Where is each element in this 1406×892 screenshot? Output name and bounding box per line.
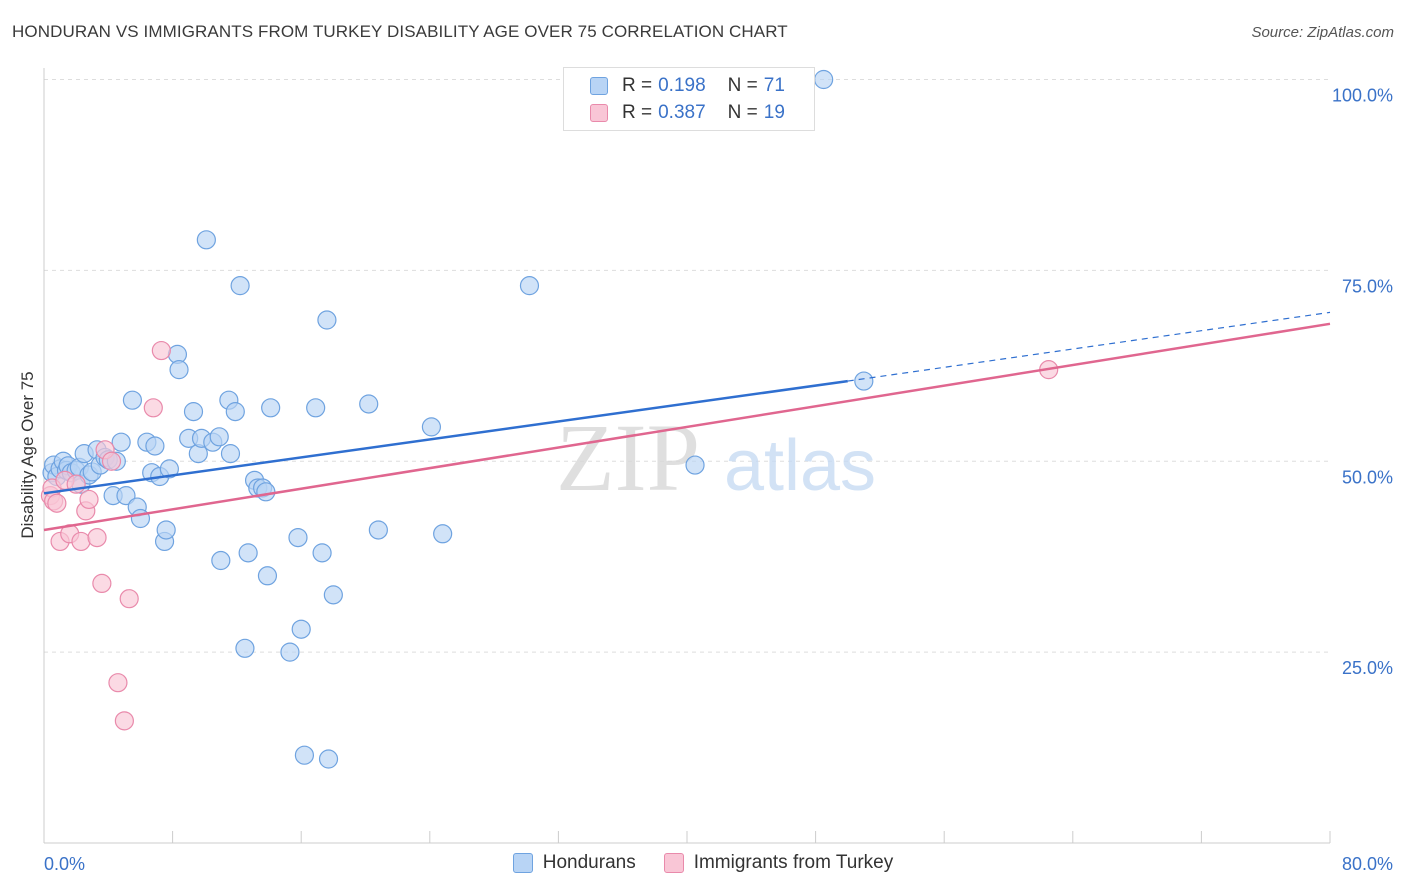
series-legend: Hondurans Immigrants from Turkey <box>0 852 1406 874</box>
point-hondurans-22 <box>122 390 143 410</box>
point-hondurans-56 <box>291 619 311 639</box>
trend-line-turkey <box>43 322 1331 532</box>
point-turkey-3 <box>47 493 67 513</box>
point-hondurans-51 <box>256 482 276 502</box>
legend-row-turkey: R = 0.387 N = 19 <box>590 101 785 125</box>
point-turkey-15 <box>108 673 128 693</box>
point-turkey-17 <box>119 589 139 609</box>
point-hondurans-60 <box>317 310 337 330</box>
point-hondurans-21 <box>116 486 136 506</box>
point-hondurans-57 <box>294 745 315 765</box>
point-hondurans-27 <box>145 436 165 456</box>
legend-r-value-hondurans: 0.198 <box>658 75 706 96</box>
legend-swatch-hondurans <box>512 853 533 873</box>
point-turkey-18 <box>143 398 163 418</box>
trend-line-hondurans-extension <box>847 311 1331 382</box>
point-hondurans-69 <box>814 69 834 90</box>
point-hondurans-65 <box>421 417 442 437</box>
point-hondurans-54 <box>280 642 300 662</box>
legend-item-turkey[interactable]: Immigrants from Turkey <box>663 852 894 874</box>
point-turkey-16 <box>114 711 134 731</box>
legend-r-value-turkey: 0.387 <box>658 102 706 123</box>
legend-n-value-turkey: 19 <box>763 102 785 123</box>
legend-label-turkey: Immigrants from Turkey <box>693 852 894 873</box>
legend-swatch-hondurans <box>590 77 608 95</box>
y-tick-label-100: 100.0% <box>1332 86 1393 106</box>
point-hondurans-66 <box>433 524 453 544</box>
point-turkey-12 <box>92 573 112 594</box>
point-turkey-11 <box>87 527 107 548</box>
point-hondurans-30 <box>156 520 176 540</box>
point-hondurans-41 <box>211 550 231 571</box>
legend-item-hondurans[interactable]: Hondurans <box>512 852 636 874</box>
y-tick-label-25: 25.0% <box>1342 658 1393 678</box>
point-hondurans-68 <box>685 455 705 475</box>
point-hondurans-24 <box>130 508 151 529</box>
watermark-zip: ZIP <box>556 404 700 511</box>
legend-row-hondurans: R = 0.198 N = 71 <box>590 74 785 98</box>
point-hondurans-53 <box>261 398 281 418</box>
x-tick-label-max: 80.0% <box>1342 854 1393 874</box>
y-axis-label: Disability Age Over 75 <box>18 371 37 538</box>
point-hondurans-46 <box>235 638 255 658</box>
source-label: Source: ZipAtlas.com <box>1251 24 1394 41</box>
point-hondurans-38 <box>196 230 216 250</box>
legend-swatch-turkey <box>663 853 684 873</box>
legend-r-label: R = <box>622 75 653 96</box>
point-hondurans-35 <box>183 402 204 422</box>
y-tick-label-75: 75.0% <box>1342 276 1393 296</box>
point-hondurans-59 <box>312 543 332 563</box>
watermark-atlas: atlas <box>724 426 876 506</box>
point-hondurans-47 <box>238 543 258 563</box>
point-hondurans-44 <box>225 402 245 422</box>
y-tick-label-50: 50.0% <box>1342 467 1393 487</box>
point-turkey-14 <box>101 451 122 471</box>
point-turkey-10 <box>79 489 99 510</box>
x-tick-label-min: 0.0% <box>44 854 85 874</box>
legend-n-label: N = <box>727 102 758 123</box>
point-hondurans-52 <box>257 566 278 586</box>
point-hondurans-58 <box>306 398 326 418</box>
trend-line-hondurans <box>43 379 848 495</box>
legend-r-label: R = <box>622 102 653 123</box>
chart-title: HONDURAN VS IMMIGRANTS FROM TURKEY DISAB… <box>12 22 788 41</box>
legend-swatch-turkey <box>590 104 608 122</box>
point-turkey-19 <box>151 340 171 361</box>
point-hondurans-64 <box>368 520 388 540</box>
point-hondurans-40 <box>209 427 229 447</box>
point-hondurans-45 <box>230 276 250 296</box>
point-hondurans-63 <box>359 394 379 414</box>
point-turkey-8 <box>71 531 91 552</box>
point-hondurans-55 <box>288 527 308 548</box>
point-hondurans-20 <box>111 432 131 452</box>
point-hondurans-67 <box>519 276 540 296</box>
point-hondurans-31 <box>159 459 179 479</box>
point-hondurans-61 <box>318 749 339 769</box>
point-hondurans-33 <box>169 360 189 380</box>
stats-legend: R = 0.198 N = 71 R = 0.387 N = 19 <box>563 67 815 131</box>
point-hondurans-70 <box>854 371 874 391</box>
legend-n-value-hondurans: 71 <box>763 75 785 96</box>
legend-label-hondurans: Hondurans <box>542 852 636 873</box>
point-hondurans-43 <box>220 444 241 464</box>
point-hondurans-62 <box>323 585 343 605</box>
legend-n-label: N = <box>727 75 758 96</box>
